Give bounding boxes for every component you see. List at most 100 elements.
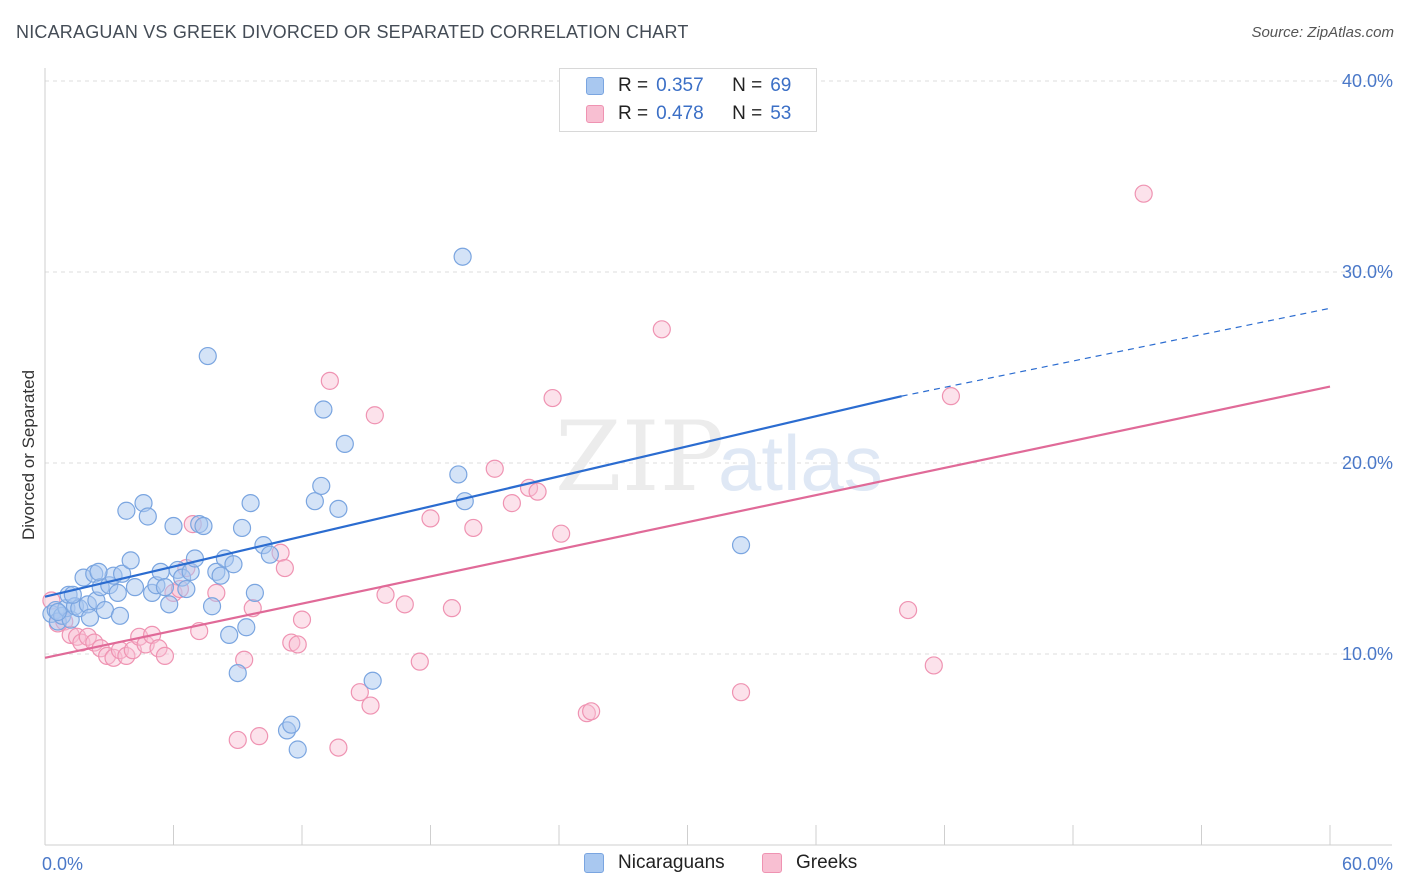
- x-tick-label: 60.0%: [1342, 854, 1393, 874]
- greeks-point: [155, 646, 175, 666]
- stats-legend: R = 0.357 N = 69 R = 0.478 N = 53: [559, 68, 817, 132]
- legend-r-value: 0.478: [656, 103, 704, 124]
- bottom-legend-label: Nicaraguans: [618, 852, 725, 873]
- nicaraguans-point: [202, 597, 222, 616]
- legend-swatch-blue: [586, 77, 604, 95]
- greeks-point: [582, 702, 601, 721]
- watermark: ZIP atlas: [555, 401, 883, 513]
- greeks-point: [552, 524, 571, 543]
- greeks-point: [350, 683, 369, 702]
- y-axis-label: Divorced or Separated: [19, 370, 38, 540]
- legend-r-value: 0.357: [656, 75, 704, 96]
- greeks-point: [376, 585, 395, 604]
- greeks-point: [898, 600, 918, 620]
- nicaraguans-point: [224, 555, 243, 574]
- nicaraguans-point: [237, 618, 256, 637]
- nicaraguans-point: [194, 516, 213, 536]
- greeks-point: [485, 459, 504, 478]
- nicaraguans-point: [155, 578, 175, 597]
- legend-r-label: R =: [618, 75, 649, 96]
- nicaraguans-point: [80, 608, 100, 627]
- greeks-point: [502, 494, 521, 513]
- greeks-point: [528, 482, 547, 501]
- axes: [44, 68, 1392, 846]
- greeks-point: [282, 633, 301, 652]
- greeks-point: [442, 599, 462, 618]
- nicaraguans-point: [245, 583, 264, 602]
- nicaraguans-point: [232, 518, 252, 538]
- nicaraguans-point: [220, 625, 239, 645]
- chart-title: NICARAGUAN VS GREEK DIVORCED OR SEPARATE…: [16, 22, 689, 42]
- nicaraguans-point: [138, 507, 157, 526]
- greeks-trend-line: [44, 385, 1331, 659]
- nicaraguans-point: [110, 606, 130, 625]
- greeks-point: [320, 371, 339, 390]
- legend-row-greeks: R = 0.478 N = 53: [586, 101, 791, 127]
- nicaraguans-point: [449, 465, 468, 484]
- legend-n-label: N =: [732, 103, 763, 124]
- nicaraguans-point: [177, 579, 196, 599]
- nicaraguans-point: [731, 536, 751, 555]
- y-tick-label: 20.0%: [1342, 453, 1393, 473]
- watermark-atlas: atlas: [718, 419, 883, 507]
- greeks-point: [250, 727, 269, 746]
- greeks-point: [329, 738, 348, 757]
- nicaraguans-trend-extension: [901, 307, 1331, 397]
- y-tick-label: 10.0%: [1342, 644, 1393, 664]
- greeks-point: [464, 518, 483, 538]
- source-label: Source: ZipAtlas.com: [1251, 24, 1394, 41]
- y-tick-label: 30.0%: [1342, 262, 1393, 282]
- nicaraguans-point: [455, 492, 474, 511]
- greeks-point: [288, 635, 307, 654]
- nicaraguans-point: [260, 545, 279, 564]
- greeks-point: [924, 656, 943, 675]
- nicaraguans-point: [211, 566, 230, 585]
- greeks-point: [731, 683, 751, 702]
- tick-labels: 10.0% 20.0% 30.0% 40.0% 0.0% 60.0%: [42, 71, 1393, 874]
- greeks-point: [228, 730, 247, 750]
- greeks-point: [421, 509, 440, 528]
- nicaraguans-point: [125, 578, 145, 597]
- greeks-point: [410, 652, 429, 671]
- nicaraguans-point: [108, 583, 127, 602]
- nicaraguans-point: [288, 740, 307, 759]
- greeks-point: [941, 387, 961, 406]
- legend-swatch-pink: [586, 105, 604, 123]
- bottom-legend-nicaraguans: Nicaraguans: [584, 852, 725, 874]
- nicaraguans-point: [453, 247, 472, 266]
- greeks-point: [275, 558, 294, 578]
- nicaraguans-point: [335, 434, 354, 453]
- greeks-point: [361, 696, 380, 715]
- nicaraguans-points: [42, 247, 751, 759]
- bottom-legend-swatch-pink: [762, 853, 782, 873]
- legend-r-label: R =: [618, 103, 649, 124]
- x-tick-label: 0.0%: [42, 854, 83, 874]
- greeks-points: [42, 184, 1153, 757]
- nicaraguans-point: [241, 494, 260, 513]
- greeks-point: [543, 388, 562, 408]
- legend-row-nicaraguans: R = 0.357 N = 69: [586, 73, 791, 99]
- nicaraguans-point: [305, 492, 324, 511]
- nicaraguans-point: [282, 715, 301, 734]
- legend-n-label: N =: [732, 75, 763, 96]
- y-tick-label: 40.0%: [1342, 71, 1393, 91]
- legend-n-value: 69: [770, 75, 792, 96]
- nicaraguans-point: [164, 516, 183, 536]
- greeks-point: [292, 610, 312, 629]
- greeks-point: [365, 406, 384, 425]
- greeks-point: [652, 320, 671, 339]
- nicaraguans-point: [329, 499, 348, 518]
- nicaraguans-trend-line: [44, 395, 902, 598]
- bottom-legend-greeks: Greeks: [762, 852, 857, 874]
- bottom-legend-swatch-blue: [584, 853, 604, 873]
- greeks-point: [1134, 184, 1153, 203]
- trend-lines: [44, 307, 1331, 659]
- nicaraguans-point: [89, 562, 108, 581]
- nicaraguans-point: [198, 346, 217, 366]
- nicaraguans-point: [121, 551, 140, 570]
- greeks-point: [149, 639, 168, 658]
- bottom-legend-label: Greeks: [796, 852, 858, 873]
- nicaraguans-point: [48, 602, 67, 622]
- nicaraguans-point: [363, 671, 382, 690]
